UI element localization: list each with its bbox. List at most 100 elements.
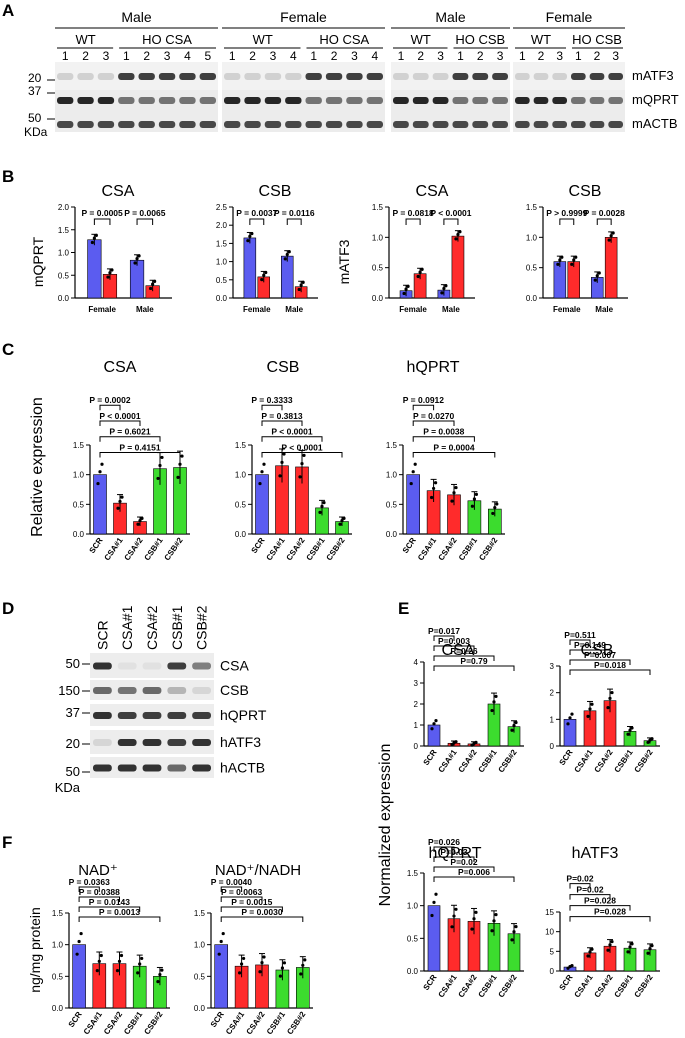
blot-a-wt-label: WT: [75, 32, 95, 47]
chart-title: hQPRT: [406, 359, 459, 376]
blot-a-lane-number: 1: [575, 49, 582, 63]
data-point: [138, 962, 142, 966]
x-category-label: CSB#1: [304, 536, 326, 563]
chart-title: NAD⁺/NADH: [215, 862, 301, 879]
panel-letter-e: E: [398, 599, 409, 618]
blot-d-lane-label: CSA#1: [119, 605, 135, 650]
x-category-label: CSB#1: [457, 536, 479, 563]
blot-a-band: [138, 97, 155, 104]
blot-a-band: [305, 73, 322, 80]
data-point: [219, 939, 223, 944]
data-point: [491, 511, 495, 516]
y-tick-label: 0.5: [526, 264, 538, 273]
blot-a-band-label: mQPRT: [632, 92, 679, 107]
y-tick-label: 0.5: [372, 264, 384, 273]
bar: [255, 474, 269, 535]
data-point: [630, 942, 634, 946]
x-category-label: CSA#2: [284, 536, 306, 563]
blot-d-lane-label: CSB#2: [194, 605, 210, 650]
data-point: [140, 956, 144, 961]
data-point: [574, 255, 578, 259]
data-point: [140, 516, 144, 520]
x-category-label: CSA#2: [456, 748, 478, 775]
y-tick-label: 1.5: [216, 239, 228, 248]
y-tick-label: 0: [550, 967, 555, 976]
p-value: P = 0.0013: [99, 907, 140, 917]
data-point: [607, 238, 611, 242]
data-point: [160, 455, 164, 460]
data-point: [570, 964, 574, 968]
significance-bracket: [99, 420, 141, 426]
bar: [406, 474, 421, 535]
data-point: [474, 492, 478, 497]
blot-a-band: [305, 97, 322, 104]
data-point: [628, 728, 632, 732]
blot-a-lane-number: 3: [351, 49, 358, 63]
blot-a-marker: 20: [28, 71, 42, 85]
blot-a-lane-number: 2: [143, 49, 150, 63]
panel-f-ylabel: ng/mg protein: [27, 907, 43, 993]
p-value: P = 0.0015: [231, 897, 272, 907]
chart-b3: CSA 0.0 0.5 1.0 1.5 Female P = 0.0818 Male P < 0…: [372, 183, 475, 314]
data-point: [606, 948, 610, 952]
blot-a-band: [533, 121, 549, 128]
bar: [93, 474, 107, 535]
data-point: [572, 258, 576, 262]
y-tick-label: 0.5: [216, 276, 228, 285]
blot-a-wt-label: WT: [253, 32, 273, 47]
blot-a-sex-label: Female: [280, 9, 327, 25]
blot-d-marker: 37: [66, 705, 80, 720]
x-category-label: CSB#2: [324, 536, 346, 563]
data-point: [242, 956, 246, 961]
data-point: [454, 740, 458, 744]
y-tick-label: 4: [414, 658, 419, 667]
data-point: [514, 925, 518, 929]
data-point: [609, 234, 613, 238]
x-category-label: SCR: [67, 1010, 84, 1029]
y-tick-label: 2.0: [216, 221, 228, 230]
significance-bracket: [78, 896, 120, 902]
data-point: [94, 233, 98, 237]
panel-d-western-blot: SCR CSA#1 CSA#2 CSB#1 CSB#2 CSA CSB hQPRT hATF3 h…: [55, 605, 267, 795]
significance-bracket: [559, 218, 575, 225]
p-value: P = 0.0065: [124, 208, 165, 218]
y-tick-label: 1.0: [216, 258, 228, 267]
blot-a-band: [244, 73, 261, 80]
x-category-label: CSB#1: [265, 1010, 287, 1037]
data-point: [558, 258, 562, 262]
data-point: [450, 499, 454, 503]
data-point: [454, 907, 458, 911]
data-point: [597, 271, 601, 275]
blot-a-band: [366, 97, 383, 104]
data-point: [322, 501, 326, 505]
blot-d-lane-label: CSA#2: [144, 605, 160, 650]
blot-a-lane-number: 5: [204, 49, 211, 63]
p-value: P = 0.0912: [403, 395, 444, 405]
x-category-label: CSB#1: [612, 973, 634, 1000]
blot-a-band: [285, 97, 302, 104]
data-point: [75, 952, 79, 956]
significance-bracket: [78, 916, 161, 922]
blot-d-band: [192, 712, 211, 719]
data-point: [418, 270, 422, 274]
significance-bracket: [596, 218, 612, 225]
p-value: P = 0.0363: [69, 877, 110, 887]
data-point: [420, 267, 424, 271]
blot-a-band: [515, 73, 530, 80]
bar: [214, 944, 228, 1009]
blot-d-band: [117, 662, 137, 670]
y-tick-label: 3: [550, 662, 555, 671]
x-category-label: SCR: [558, 973, 575, 992]
p-value: P = 0.0028: [584, 208, 625, 218]
p-value: P=0.026: [428, 837, 460, 847]
data-point: [156, 476, 160, 481]
blot-a-band: [224, 97, 241, 104]
blot-a-lane-number: 1: [519, 49, 526, 63]
p-value: P = 0.0002: [89, 395, 130, 405]
significance-bracket: [569, 659, 631, 665]
p-value: P = 0.3333: [251, 395, 292, 405]
blot-a-band: [492, 97, 508, 104]
data-point: [440, 291, 444, 295]
blot-a-band: [589, 73, 605, 80]
